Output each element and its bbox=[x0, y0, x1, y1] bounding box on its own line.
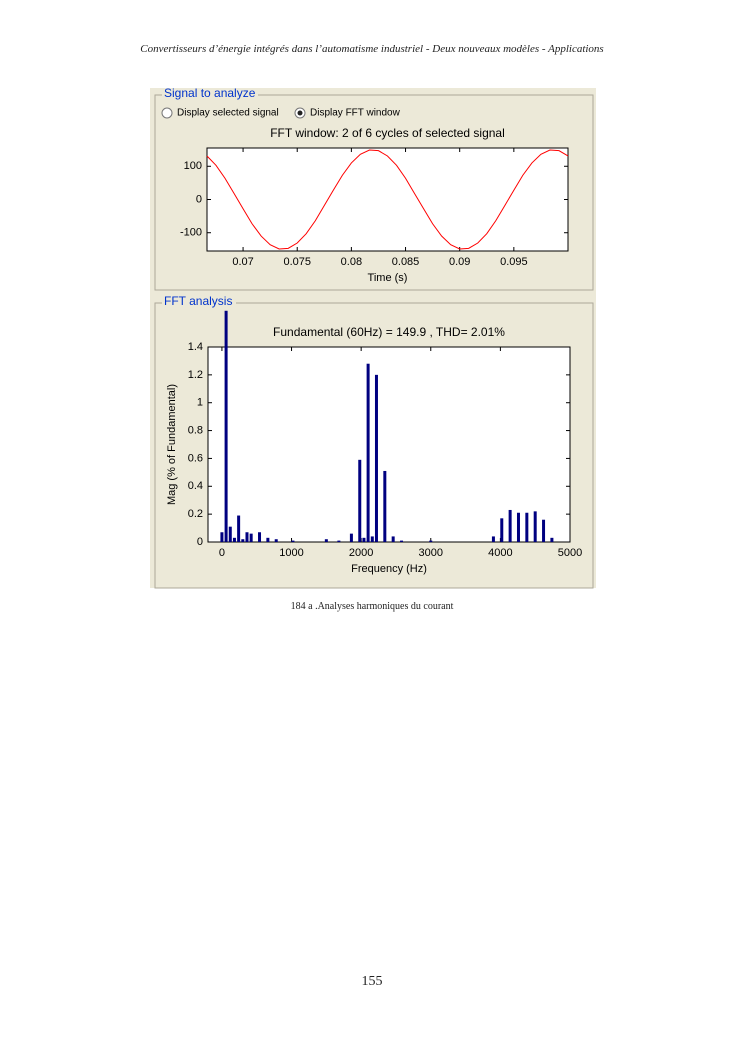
radio-label[interactable]: Display selected signal bbox=[177, 108, 279, 119]
page-number: 155 bbox=[361, 974, 383, 989]
bar bbox=[391, 536, 395, 542]
bar bbox=[324, 539, 328, 542]
bar bbox=[337, 540, 341, 542]
y-tick-label: 0 bbox=[197, 536, 203, 548]
x-axis-label: Time (s) bbox=[368, 272, 408, 284]
bar bbox=[533, 511, 537, 542]
bar bbox=[366, 363, 370, 542]
bar bbox=[383, 470, 387, 542]
bar bbox=[525, 512, 529, 542]
bar bbox=[370, 536, 374, 542]
x-tick-label: 0 bbox=[219, 547, 225, 559]
radio-label[interactable]: Display FFT window bbox=[310, 108, 401, 119]
bar bbox=[362, 537, 366, 542]
panel-label-bg bbox=[162, 88, 258, 101]
x-tick-label: 2000 bbox=[349, 547, 373, 559]
x-tick-label: 4000 bbox=[488, 547, 512, 559]
y-tick-label: 1 bbox=[197, 397, 203, 409]
bar bbox=[249, 533, 253, 542]
bar bbox=[542, 519, 546, 542]
bar bbox=[491, 536, 495, 542]
signal-line bbox=[206, 149, 569, 250]
y-tick-label: -100 bbox=[180, 227, 202, 239]
chart-title: Fundamental (60Hz) = 149.9 , THD= 2.01% bbox=[273, 325, 505, 339]
y-tick-label: 0.8 bbox=[188, 424, 203, 436]
y-tick-label: 0.4 bbox=[188, 480, 203, 492]
running-header: Convertisseurs d’énergie intégrés dans l… bbox=[140, 43, 604, 55]
panel-title: FFT analysis bbox=[164, 294, 232, 308]
y-axis-label: Mag (% of Fundamental) bbox=[166, 384, 178, 505]
panel-frame bbox=[154, 94, 594, 291]
x-tick-label: 5000 bbox=[558, 547, 582, 559]
bar bbox=[258, 532, 262, 542]
bar bbox=[274, 539, 278, 542]
bar bbox=[245, 532, 249, 542]
panel-title: Signal to analyze bbox=[164, 86, 256, 100]
y-tick-label: 100 bbox=[184, 160, 202, 172]
bar bbox=[516, 512, 520, 542]
bar bbox=[237, 515, 241, 542]
x-tick-label: 0.075 bbox=[283, 256, 311, 268]
y-tick-label: 0.2 bbox=[188, 508, 203, 520]
bar bbox=[374, 374, 378, 542]
x-tick-label: 0.09 bbox=[449, 256, 470, 268]
x-tick-label: 1000 bbox=[279, 547, 303, 559]
y-tick-label: 0 bbox=[196, 193, 202, 205]
bar bbox=[232, 537, 236, 542]
chart-title: FFT window: 2 of 6 cycles of selected si… bbox=[270, 126, 505, 140]
bar bbox=[291, 540, 295, 542]
bar bbox=[349, 533, 353, 542]
y-tick-label: 0.6 bbox=[188, 452, 203, 464]
radio-dot bbox=[297, 110, 303, 116]
bar bbox=[400, 540, 404, 542]
x-tick-label: 0.08 bbox=[341, 256, 362, 268]
plot-area bbox=[207, 346, 571, 543]
x-tick-label: 0.095 bbox=[500, 256, 528, 268]
bar bbox=[224, 310, 228, 542]
x-tick-label: 0.085 bbox=[392, 256, 420, 268]
bar bbox=[500, 518, 504, 542]
bar bbox=[358, 459, 362, 542]
x-tick-label: 3000 bbox=[419, 547, 443, 559]
x-axis-label: Frequency (Hz) bbox=[351, 563, 427, 575]
bar bbox=[220, 532, 224, 542]
bar bbox=[429, 540, 433, 542]
y-tick-label: 1.4 bbox=[188, 341, 203, 353]
figure-caption: 184 a .Analyses harmoniques du courant bbox=[290, 601, 454, 612]
bar bbox=[228, 526, 232, 542]
bar bbox=[266, 537, 270, 542]
x-tick-label: 0.07 bbox=[232, 256, 253, 268]
panel-label-bg bbox=[162, 296, 236, 309]
radio-button[interactable] bbox=[161, 107, 173, 119]
bar bbox=[241, 539, 245, 542]
bar bbox=[508, 509, 512, 542]
y-tick-label: 1.2 bbox=[188, 369, 203, 381]
bar bbox=[550, 537, 554, 542]
panel-frame bbox=[154, 302, 594, 589]
